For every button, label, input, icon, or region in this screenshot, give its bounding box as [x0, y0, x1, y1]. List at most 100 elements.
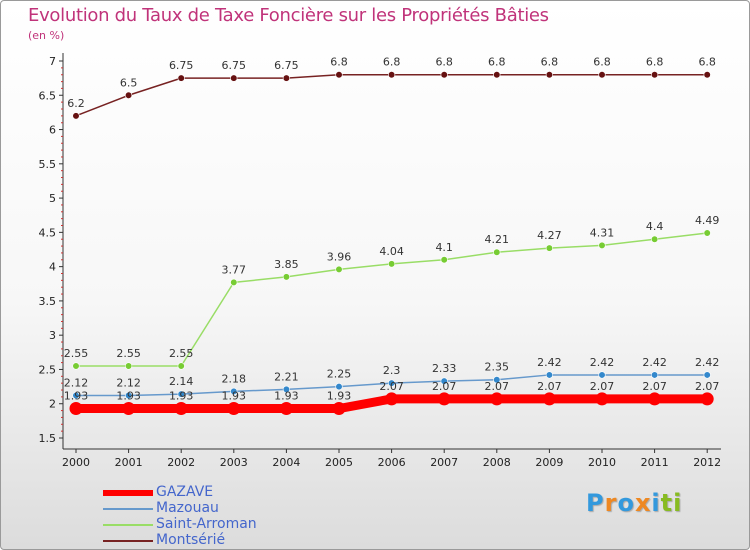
- data-point-saint-arroman: [493, 248, 501, 256]
- data-label-mazouau: 2.42: [537, 356, 562, 369]
- legend: GAZAVE Mazouau Saint-Arroman Montsérié: [103, 484, 323, 549]
- data-label-mazouau: 2.12: [64, 377, 89, 390]
- data-point-gazave: [385, 392, 399, 406]
- data-labels: 1.93 1.93 1.93 1.93 1.93 1.93 2.07 2.07 2.07 2.07…: [64, 56, 720, 403]
- data-label-montserie: 6.2: [67, 97, 85, 110]
- data-point-gazave: [279, 402, 293, 416]
- y-tick-label: 3: [49, 329, 56, 342]
- data-point-saint-arroman: [388, 260, 396, 268]
- data-point-montserie: [388, 71, 396, 79]
- data-label-saint-arroman: 4.04: [379, 245, 404, 258]
- data-label-gazave: 1.93: [327, 390, 352, 403]
- logo-letter: i: [651, 489, 661, 517]
- data-point-montserie: [177, 74, 185, 82]
- logo-letter: i: [673, 489, 683, 517]
- y-tick-label: 3.5: [39, 295, 57, 308]
- data-label-mazouau: 2.14: [169, 375, 194, 388]
- data-label-montserie: 6.8: [330, 56, 348, 69]
- y-tick-label: 7: [49, 55, 56, 68]
- data-label-mazouau: 2.33: [432, 362, 457, 375]
- data-point-gazave: [69, 402, 83, 416]
- data-label-gazave: 1.93: [116, 390, 141, 403]
- legend-label-mazouau: Mazouau: [156, 500, 219, 516]
- data-point-saint-arroman: [440, 256, 448, 264]
- data-point-gazave: [122, 402, 136, 416]
- x-tick-label: 2010: [588, 456, 616, 469]
- data-label-gazave: 2.07: [590, 380, 615, 393]
- x-tick-label: 2004: [272, 456, 300, 469]
- data-point-gazave: [437, 392, 451, 406]
- data-point-montserie: [440, 71, 448, 79]
- data-label-saint-arroman: 4.49: [695, 214, 720, 227]
- logo-letter: r: [604, 489, 618, 517]
- data-point-mazouau: [703, 371, 711, 379]
- data-point-mazouau: [545, 371, 554, 379]
- legend-item-montserie: Montsérié: [103, 532, 323, 549]
- y-tick-label: 4: [49, 261, 56, 274]
- legend-label-gazave: GAZAVE: [156, 484, 214, 500]
- data-point-montserie: [493, 71, 501, 79]
- x-tick-label: 2005: [325, 456, 353, 469]
- data-label-gazave: 2.07: [537, 380, 562, 393]
- x-tick-label: 2007: [430, 456, 458, 469]
- x-tick-label: 2002: [167, 456, 195, 469]
- data-point-gazave: [542, 392, 556, 406]
- chart-title: Evolution du Taux de Taxe Foncière sur l…: [28, 5, 549, 26]
- data-point-montserie: [650, 71, 659, 79]
- data-point-mazouau: [493, 376, 501, 384]
- legend-swatch-montserie: [103, 540, 153, 542]
- data-label-saint-arroman: 4.21: [485, 233, 510, 246]
- data-point-mazouau: [282, 385, 291, 393]
- data-label-mazouau: 2.42: [590, 356, 615, 369]
- data-point-mazouau: [388, 379, 396, 387]
- data-label-montserie: 6.8: [488, 56, 506, 69]
- data-point-mazouau: [335, 382, 343, 391]
- data-label-mazouau: 2.42: [642, 356, 667, 369]
- data-label-montserie: 6.8: [435, 56, 453, 69]
- series-line-montserie: [75, 73, 708, 117]
- data-label-mazouau: 2.35: [485, 361, 510, 374]
- data-label-saint-arroman: 2.55: [169, 347, 194, 360]
- data-label-saint-arroman: 3.96: [327, 250, 352, 263]
- logo-letter: o: [617, 489, 635, 517]
- data-label-gazave: 2.07: [642, 380, 667, 393]
- data-point-saint-arroman: [282, 273, 291, 281]
- data-point-saint-arroman: [703, 229, 711, 237]
- logo-letter: P: [586, 489, 605, 517]
- y-axis-unit: (en %): [28, 29, 65, 42]
- data-point-saint-arroman: [177, 362, 185, 370]
- y-tick-label: 6.5: [39, 89, 57, 102]
- data-label-mazouau: 2.12: [116, 377, 141, 390]
- data-point-mazouau: [598, 371, 606, 379]
- y-tick-label: 5.5: [39, 158, 57, 171]
- logo-letter: x: [634, 489, 652, 517]
- data-point-saint-arroman: [72, 362, 80, 370]
- data-label-montserie: 6.8: [698, 56, 716, 69]
- x-tick-label: 2008: [483, 456, 511, 469]
- data-label-saint-arroman: 2.55: [116, 347, 141, 360]
- data-label-gazave: 2.07: [432, 380, 457, 393]
- data-point-montserie: [598, 71, 606, 79]
- data-point-montserie: [545, 71, 554, 79]
- data-label-gazave: 2.07: [695, 380, 720, 393]
- data-label-mazouau: 2.25: [327, 368, 352, 381]
- data-label-saint-arroman: 4.1: [435, 241, 453, 254]
- y-tick-label: 6: [49, 124, 56, 137]
- data-point-gazave: [174, 402, 188, 416]
- x-tick-label: 2012: [693, 456, 721, 469]
- data-point-gazave: [490, 392, 504, 406]
- data-point-gazave: [227, 402, 241, 416]
- data-point-saint-arroman: [335, 265, 343, 273]
- data-point-saint-arroman: [545, 244, 554, 252]
- data-point-saint-arroman: [230, 278, 238, 287]
- data-label-montserie: 6.8: [593, 56, 611, 69]
- data-label-saint-arroman: 4.31: [590, 226, 615, 239]
- data-label-montserie: 6.8: [383, 56, 401, 69]
- data-label-gazave: 1.93: [64, 390, 89, 403]
- proxiti-logo: Proxiti: [586, 489, 682, 517]
- x-tick-label: 2000: [62, 456, 90, 469]
- data-label-mazouau: 2.3: [383, 364, 401, 377]
- data-label-saint-arroman: 3.85: [274, 258, 299, 271]
- data-point-montserie: [230, 74, 238, 82]
